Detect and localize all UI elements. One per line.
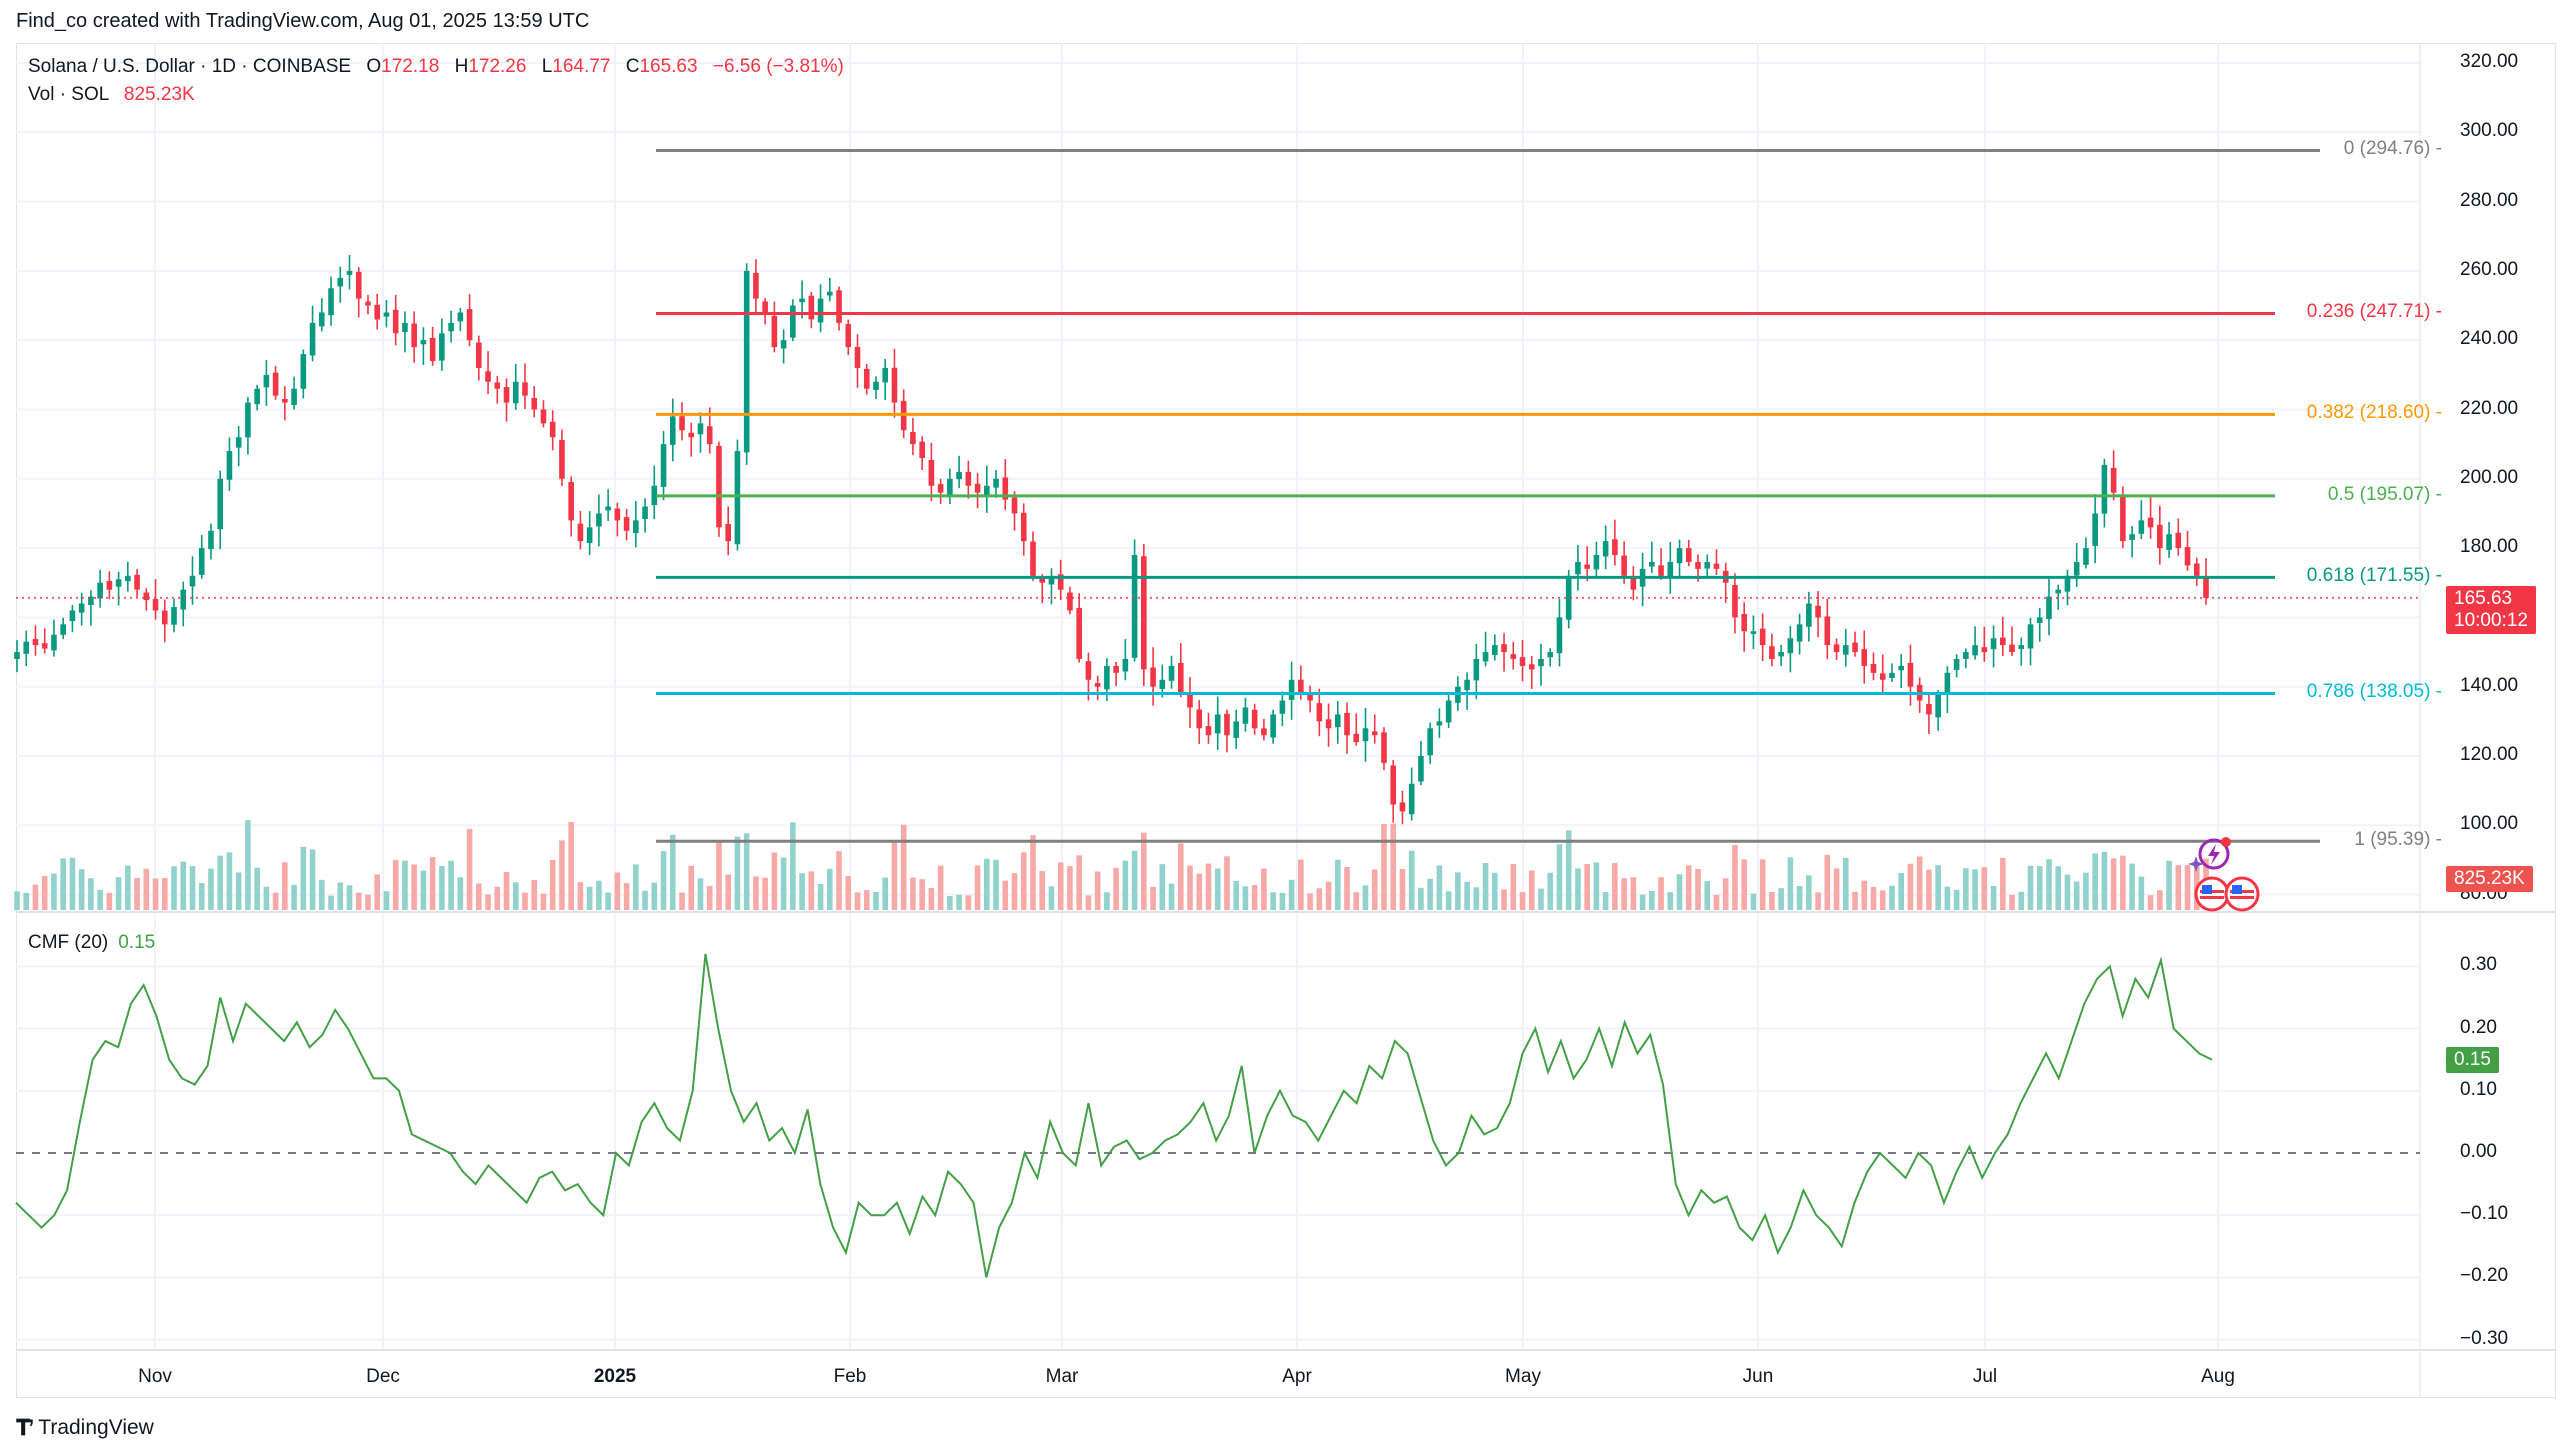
volume-legend: Vol · SOL 825.23K xyxy=(28,84,195,106)
cmf-tick: 0.20 xyxy=(2460,1016,2497,1038)
cmf-tick: −0.20 xyxy=(2460,1265,2509,1287)
cmf-label[interactable]: CMF (20) xyxy=(28,932,109,953)
time-tick: Dec xyxy=(366,1366,400,1387)
last-price-tag: 165.63 10:00:12 xyxy=(2446,586,2536,634)
tradingview-logo[interactable]: 𝐓’ TradingView xyxy=(16,1415,154,1441)
time-tick: Feb xyxy=(833,1366,867,1387)
chart-credit: Find_co created with TradingView.com, Au… xyxy=(16,10,590,32)
cmf-tick: −0.30 xyxy=(2460,1327,2509,1349)
fib-label-0-382: 0.382 (218.60) - xyxy=(2306,402,2442,424)
price-tick: 220.00 xyxy=(2460,397,2519,419)
time-tick: May xyxy=(1505,1366,1541,1387)
symbol-name[interactable]: Solana / U.S. Dollar · 1D · COINBASE xyxy=(28,56,352,77)
low-value: 164.77 xyxy=(552,56,611,77)
time-tick: Nov xyxy=(138,1366,172,1387)
low-label: L xyxy=(541,56,553,77)
symbol-legend: Solana / U.S. Dollar · 1D · COINBASE O17… xyxy=(28,56,844,78)
fib-label-1: 1 (95.39) - xyxy=(2354,829,2442,851)
price-tick: 120.00 xyxy=(2460,744,2519,765)
cmf-tick: 0.00 xyxy=(2460,1141,2497,1162)
price-tick: 200.00 xyxy=(2460,466,2519,488)
fib-label-0-618: 0.618 (171.55) - xyxy=(2306,565,2442,587)
cmf-value-tag: 0.15 xyxy=(2446,1047,2499,1073)
price-tick: 280.00 xyxy=(2460,189,2519,211)
price-tick: 320.00 xyxy=(2460,51,2519,72)
fib-label-0-236: 0.236 (247.71) - xyxy=(2306,301,2442,323)
last-price: 165.63 xyxy=(2454,588,2513,609)
high-label: H xyxy=(454,56,469,77)
time-tick: Aug xyxy=(2201,1366,2235,1387)
price-tick: 240.00 xyxy=(2460,328,2519,350)
time-tick: Jun xyxy=(1742,1366,1774,1387)
cmf-tick: 0.30 xyxy=(2460,954,2497,976)
volume-tag: 825.23K xyxy=(2446,866,2533,892)
time-tick: Jul xyxy=(1972,1366,1998,1387)
price-tick: 260.00 xyxy=(2460,258,2519,280)
volume-value: 825.23K xyxy=(123,84,195,105)
us-flag-event-icon-2[interactable] xyxy=(2224,876,2260,912)
tradingview-logo-text: TradingView xyxy=(38,1416,154,1439)
fib-label-0: 0 (294.76) - xyxy=(2343,138,2442,160)
time-tick: Apr xyxy=(1282,1366,1312,1387)
time-tick: 2025 xyxy=(593,1366,637,1387)
cmf-value: 0.15 xyxy=(118,932,156,953)
price-tick: 140.00 xyxy=(2460,674,2519,696)
cmf-tick: −0.10 xyxy=(2460,1203,2509,1225)
price-tick: 180.00 xyxy=(2460,536,2519,558)
close-label: C xyxy=(625,56,640,77)
price-tick: 300.00 xyxy=(2460,120,2519,142)
fib-label-0-786: 0.786 (138.05) - xyxy=(2306,681,2442,703)
time-tick: Mar xyxy=(1045,1366,1079,1387)
lightning-alert-icon[interactable] xyxy=(2188,832,2238,876)
fib-label-0-5: 0.5 (195.07) - xyxy=(2327,483,2442,505)
price-tick: 100.00 xyxy=(2460,813,2519,835)
volume-label[interactable]: Vol · SOL xyxy=(28,84,109,105)
bar-countdown: 10:00:12 xyxy=(2454,610,2528,631)
close-value: 165.63 xyxy=(639,56,698,77)
open-label: O xyxy=(366,56,382,77)
open-value: 172.18 xyxy=(381,56,440,77)
cmf-legend: CMF (20) 0.15 xyxy=(28,932,155,954)
change-value: −6.56 (−3.81%) xyxy=(712,56,844,77)
cmf-tick: 0.10 xyxy=(2460,1078,2497,1100)
chart-frame xyxy=(16,43,2556,1398)
us-flag-event-icon[interactable] xyxy=(2194,876,2230,912)
tradingview-logo-icon: 𝐓’ xyxy=(16,1415,34,1440)
high-value: 172.26 xyxy=(468,56,527,77)
